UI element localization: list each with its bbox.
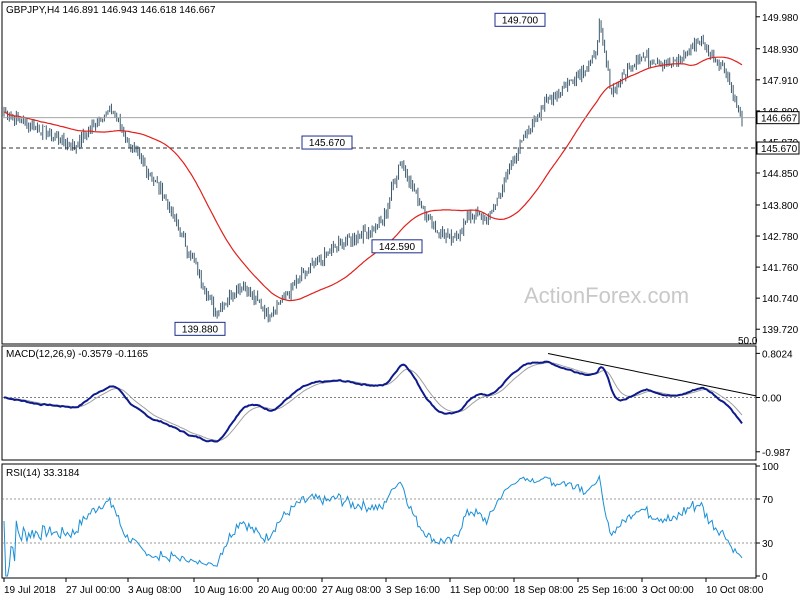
macd-panel-frame (1, 345, 757, 461)
macd-panel-title: MACD(12,26,9) -0.3579 -0.1165 (6, 349, 149, 360)
rsi-tick-label: 0 (762, 572, 768, 583)
annotation-box (174, 321, 226, 336)
price-tick-label: 142.780 (762, 232, 799, 243)
rsi-line (3, 474, 743, 577)
rsi-tick-label: 100 (762, 462, 779, 473)
level-tag: 145.670 (761, 144, 798, 155)
x-tick-label: 27 Jul 00:00 (66, 585, 121, 596)
moving-average-line (4, 56, 743, 302)
axes: 149.980148.930147.910146.890145.870144.8… (3, 13, 800, 596)
annotation-label: 145.670 (309, 138, 346, 149)
macd-tick-label: 0.8024 (762, 349, 793, 360)
x-tick-label: 18 Sep 08:00 (514, 585, 574, 596)
price-tag-box (756, 111, 800, 125)
price-tick-label: 148.930 (762, 45, 799, 56)
rsi-panel-title: RSI(14) 33.3184 (6, 468, 80, 479)
rsi-tick-label: 70 (762, 495, 774, 506)
watermark: ActionForex.com (524, 283, 689, 308)
x-tick-label: 3 Aug 08:00 (128, 585, 182, 596)
macd-panel (2, 353, 757, 443)
x-tick-label: 27 Aug 08:00 (322, 585, 381, 596)
corner-label: 50.0 (738, 336, 758, 347)
macd-line (4, 360, 743, 443)
x-tick-label: 20 Aug 00:00 (258, 585, 317, 596)
annotation-label: 139.880 (182, 324, 219, 335)
rsi-tick-label: 30 (762, 539, 774, 550)
x-tick-label: 11 Sep 00:00 (450, 585, 509, 596)
x-tick-label: 3 Sep 16:00 (386, 585, 440, 596)
rsi-panel-frame (1, 463, 757, 579)
price-tick-label: 141.760 (762, 263, 799, 274)
macd-tick-label: -0.987 (762, 448, 791, 459)
level-tag-box (756, 141, 800, 155)
price-tick-label: 143.800 (762, 201, 799, 212)
macd-trendline (547, 353, 757, 397)
x-tick-label: 3 Oct 00:00 (642, 585, 694, 596)
x-tick-label: 25 Sep 16:00 (578, 585, 638, 596)
rsi-panel (2, 474, 756, 577)
price-tick-label: 139.720 (762, 325, 799, 336)
price-tick-label: 140.740 (762, 294, 799, 305)
annotation-box (301, 135, 353, 150)
annotation-label: 142.590 (379, 242, 416, 253)
price-tick-label: 149.980 (762, 13, 799, 24)
x-tick-label: 19 Jul 2018 (4, 585, 56, 596)
x-tick-label: 10 Aug 16:00 (194, 585, 253, 596)
price-panel-title: GBPJPY,H4 146.891 146.943 146.618 146.66… (6, 5, 216, 16)
x-tick-label: 10 Oct 08:00 (706, 585, 764, 596)
annotation-label: 149.700 (502, 15, 539, 26)
price-panel: 149.700 145.670 142.590 139.880 (2, 12, 756, 336)
annotation-box (494, 12, 546, 27)
price-tick-label: 147.910 (762, 76, 799, 87)
annotation-box (371, 239, 423, 254)
price-tag: 146.667 (761, 114, 798, 125)
price-tick-label: 144.850 (762, 169, 799, 180)
macd-tick-label: 0.00 (762, 394, 782, 405)
